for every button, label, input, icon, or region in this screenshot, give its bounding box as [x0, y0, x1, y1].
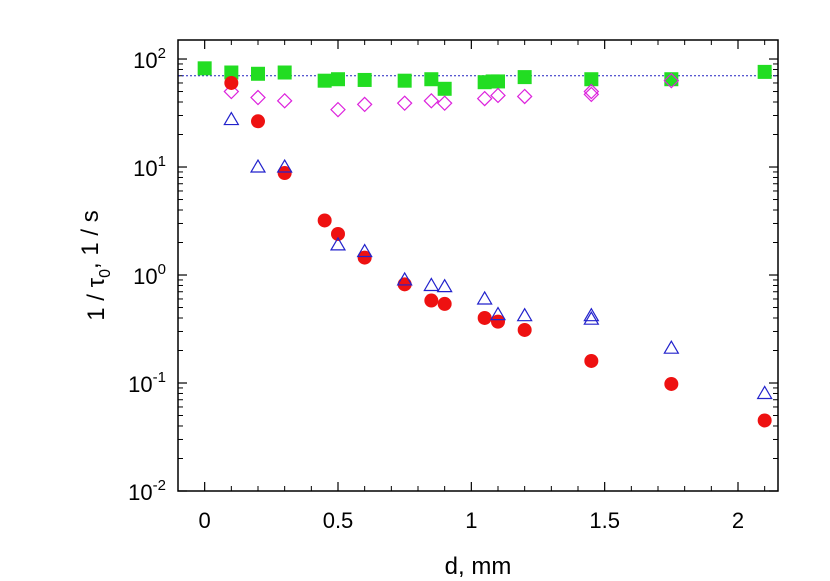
y-axis-label-subscript: 0	[97, 269, 114, 278]
y-axis-label: 1 / τ0, 1 / s	[77, 210, 114, 320]
x-tick-label: 2	[732, 508, 744, 533]
data-point-diamond	[356, 96, 373, 113]
y-tick-label: 100	[133, 261, 166, 289]
data-point-circle	[424, 293, 439, 308]
data-point-diamond	[583, 86, 600, 103]
data-point-triangle	[223, 111, 240, 126]
y-axis-label-suffix: , 1 / s	[77, 210, 104, 269]
data-point-triangle	[663, 340, 680, 354]
y-tick-label: 10-1	[128, 369, 166, 397]
data-point-square	[397, 73, 412, 88]
x-tick-labels: 0 0.5 1 1.5 2	[199, 508, 745, 533]
data-point-square	[757, 64, 772, 79]
data-point-square	[197, 61, 212, 76]
data-point-square	[437, 81, 452, 96]
data-point-triangle	[476, 290, 493, 305]
tick-marks	[178, 40, 778, 492]
data-point-circle	[331, 226, 345, 241]
data-point-triangle	[276, 158, 293, 173]
x-tick-label: 1.5	[589, 508, 620, 533]
y-axis-label-prefix: 1 /	[83, 287, 110, 320]
data-point-square	[277, 65, 292, 80]
plot-frame	[177, 39, 779, 492]
data-point-triangle	[356, 243, 373, 258]
y-tick-labels: 10-2 10-1 100 101 102	[128, 45, 166, 505]
data-point-circle	[397, 277, 412, 292]
data-point-circle	[277, 166, 292, 181]
data-point-diamond	[330, 101, 346, 118]
data-point-diamond	[476, 90, 493, 107]
data-point-diamond	[583, 83, 600, 100]
x-tick-label: 1	[465, 508, 477, 533]
x-tick-label: 0	[199, 508, 211, 533]
data-point-square	[251, 66, 265, 81]
data-point-triangle	[583, 307, 600, 322]
data-point-diamond	[516, 88, 533, 105]
x-tick-label: 0.5	[323, 508, 354, 533]
data-points	[197, 61, 773, 428]
y-axis-label-tau: τ	[83, 277, 110, 287]
data-point-circle	[584, 353, 599, 368]
data-point-triangle	[249, 158, 267, 173]
data-point-square	[491, 74, 505, 89]
data-point-circle	[491, 314, 505, 329]
data-point-circle	[437, 296, 452, 311]
data-point-diamond	[276, 92, 293, 109]
data-point-square	[224, 65, 239, 80]
data-point-diamond	[223, 83, 240, 100]
data-point-circle	[224, 75, 239, 90]
data-point-diamond	[423, 92, 440, 109]
data-point-circle	[251, 114, 265, 129]
data-point-square	[357, 72, 372, 87]
data-point-triangle	[756, 385, 773, 400]
data-point-square	[584, 72, 599, 87]
y-tick-label: 10-2	[128, 477, 166, 505]
data-point-square	[424, 72, 439, 87]
data-point-triangle	[436, 278, 453, 293]
data-point-diamond	[663, 72, 680, 89]
data-point-diamond	[436, 95, 453, 112]
data-point-diamond	[396, 95, 413, 112]
data-point-triangle	[583, 310, 600, 325]
data-point-circle	[757, 413, 772, 428]
series-magenta-diamonds	[223, 72, 680, 118]
data-point-triangle	[489, 306, 507, 321]
data-point-square	[331, 72, 345, 87]
data-point-triangle	[396, 271, 413, 286]
data-point-diamond	[490, 87, 506, 104]
y-tick-label: 101	[133, 153, 166, 181]
data-point-triangle	[423, 277, 440, 292]
series-red-circles	[224, 75, 772, 428]
data-point-circle	[477, 310, 492, 325]
data-point-triangle	[516, 307, 533, 322]
series-blue-triangles	[223, 111, 773, 400]
data-point-circle	[357, 250, 372, 265]
data-point-triangle	[329, 236, 347, 251]
data-point-diamond	[250, 89, 266, 106]
data-point-circle	[317, 213, 332, 228]
data-point-square	[517, 70, 532, 85]
x-axis-label: d, mm	[445, 553, 512, 580]
data-point-square	[664, 72, 679, 87]
y-tick-label: 102	[133, 45, 166, 73]
data-point-square	[317, 73, 332, 88]
series-green-squares	[197, 61, 772, 96]
data-point-circle	[517, 322, 532, 337]
data-point-circle	[664, 376, 679, 391]
